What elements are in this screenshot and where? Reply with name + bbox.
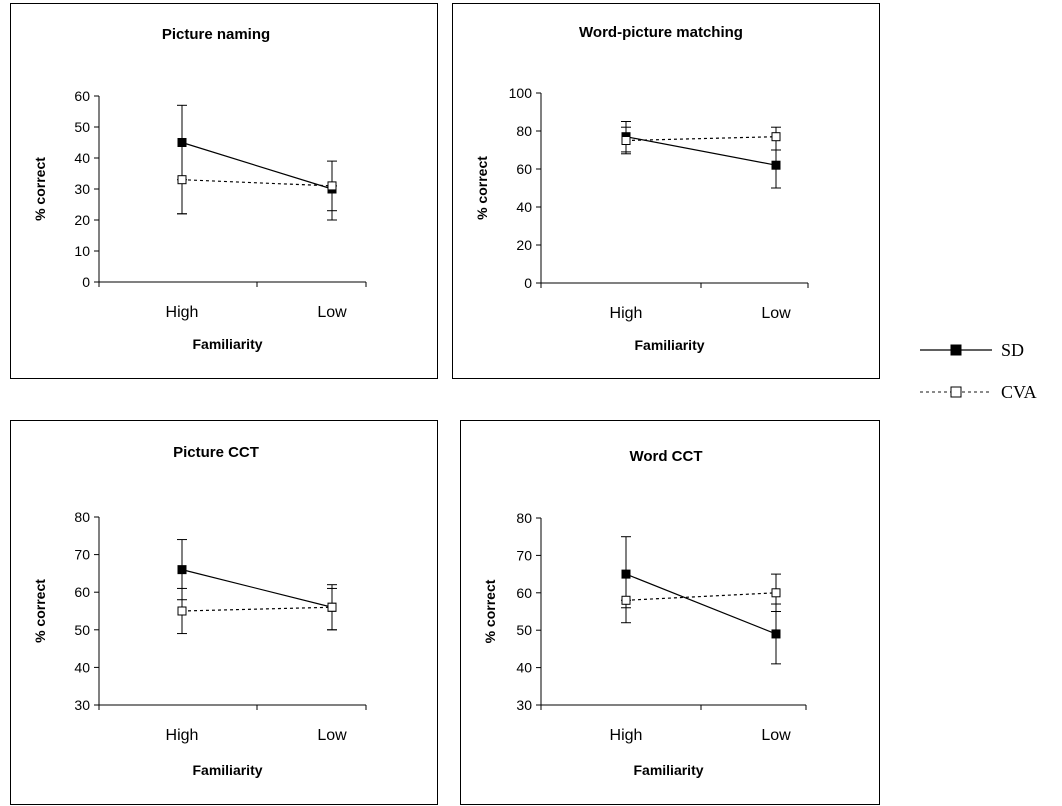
- y-tick-label: 20: [74, 212, 90, 228]
- legend: SD CVA: [920, 335, 1062, 410]
- panel-word-picture-matching: Word-picture matching 0 20 40 60 80 100 High Low…: [452, 3, 880, 379]
- legend-label: SD: [1001, 340, 1024, 360]
- chart-title: Word-picture matching: [579, 24, 743, 41]
- x-axis-label: Familiarity: [192, 336, 262, 352]
- y-tick-label: 50: [516, 622, 532, 638]
- chart-picture-cct: Picture CCT 30 40 50 60 70 80 High Low Familiarit…: [32, 444, 367, 778]
- y-tick-label: 80: [74, 509, 90, 525]
- x-tick-label: High: [166, 727, 199, 744]
- series-line-sd: [625, 136, 777, 166]
- y-axis-label: % correct: [482, 579, 498, 643]
- data-point-cva: [177, 606, 187, 616]
- x-tick-label: High: [166, 304, 199, 321]
- series-line-cva: [625, 136, 777, 142]
- data-point-cva: [327, 181, 337, 191]
- y-tick-label: 40: [74, 659, 90, 675]
- legend-marker: [950, 344, 962, 356]
- series-line-cva: [625, 592, 777, 601]
- x-tick-label: High: [610, 727, 643, 744]
- x-tick-label: Low: [761, 727, 791, 744]
- data-point-cva: [177, 175, 187, 185]
- chart-title: Picture CCT: [173, 444, 259, 461]
- panel-word-cct: Word CCT 30 40 50 60 70 80 High Low Familiarity % …: [460, 420, 880, 805]
- y-tick-label: 30: [74, 697, 90, 713]
- data-point-cva: [771, 132, 781, 142]
- chart-title: Picture naming: [162, 26, 270, 43]
- y-tick-label: 70: [74, 547, 90, 563]
- x-tick-label: Low: [317, 304, 347, 321]
- panel-picture-cct: Picture CCT 30 40 50 60 70 80 High Low Familiarit…: [10, 420, 438, 805]
- data-point-cva: [621, 136, 631, 145]
- panel-picture-naming: Picture naming 0 10 20 30 40 50 60 High Low Famili…: [10, 3, 438, 379]
- y-tick-label: 80: [516, 123, 532, 139]
- data-point-sd: [177, 565, 187, 575]
- data-point-sd: [177, 138, 187, 147]
- legend-label: CVA: [1001, 382, 1037, 402]
- y-tick-label: 50: [74, 119, 90, 135]
- y-tick-label: 40: [516, 199, 532, 215]
- legend-svg: SD CVA: [920, 340, 1037, 402]
- data-point-sd: [771, 160, 781, 170]
- data-point-cva: [621, 595, 631, 605]
- y-tick-label: 50: [74, 622, 90, 638]
- y-tick-label: 10: [74, 243, 90, 259]
- y-tick-label: 30: [74, 181, 90, 197]
- x-tick-label: Low: [761, 305, 791, 322]
- y-tick-label: 70: [516, 547, 532, 563]
- series-line-sd: [181, 141, 333, 190]
- y-tick-label: 0: [524, 275, 532, 291]
- y-tick-label: 30: [516, 697, 532, 713]
- chart-word-picture-matching: Word-picture matching 0 20 40 60 80 100 High Low…: [474, 24, 809, 353]
- data-point-sd: [771, 629, 781, 639]
- x-tick-label: High: [610, 305, 643, 322]
- data-point-cva: [771, 588, 781, 598]
- y-axis-label: % correct: [32, 579, 48, 643]
- series-line-sd: [625, 573, 777, 635]
- y-tick-label: 60: [74, 88, 90, 104]
- y-tick-label: 20: [516, 237, 532, 253]
- chart-word-cct: Word CCT 30 40 50 60 70 80 High Low Familiarity % …: [482, 448, 807, 778]
- chart-title: Word CCT: [629, 448, 702, 465]
- chart-picture-naming: Picture naming 0 10 20 30 40 50 60 High Low Famili…: [32, 26, 367, 352]
- series-line-sd: [181, 569, 333, 608]
- series-line-cva: [181, 606, 333, 612]
- y-tick-label: 60: [516, 161, 532, 177]
- series-line-cva: [181, 179, 333, 187]
- y-tick-label: 100: [509, 85, 533, 101]
- data-point-cva: [327, 602, 337, 612]
- x-tick-label: Low: [317, 727, 347, 744]
- y-tick-label: 40: [74, 150, 90, 166]
- data-point-sd: [621, 569, 631, 579]
- y-tick-label: 0: [82, 274, 90, 290]
- x-axis-label: Familiarity: [633, 762, 703, 778]
- legend-marker: [950, 386, 962, 398]
- y-tick-label: 60: [74, 584, 90, 600]
- y-tick-label: 40: [516, 660, 532, 676]
- y-axis-label: % correct: [474, 156, 490, 220]
- y-axis-label: % correct: [32, 157, 48, 221]
- y-tick-label: 80: [516, 510, 532, 526]
- x-axis-label: Familiarity: [192, 762, 262, 778]
- y-tick-label: 60: [516, 585, 532, 601]
- x-axis-label: Familiarity: [634, 337, 704, 353]
